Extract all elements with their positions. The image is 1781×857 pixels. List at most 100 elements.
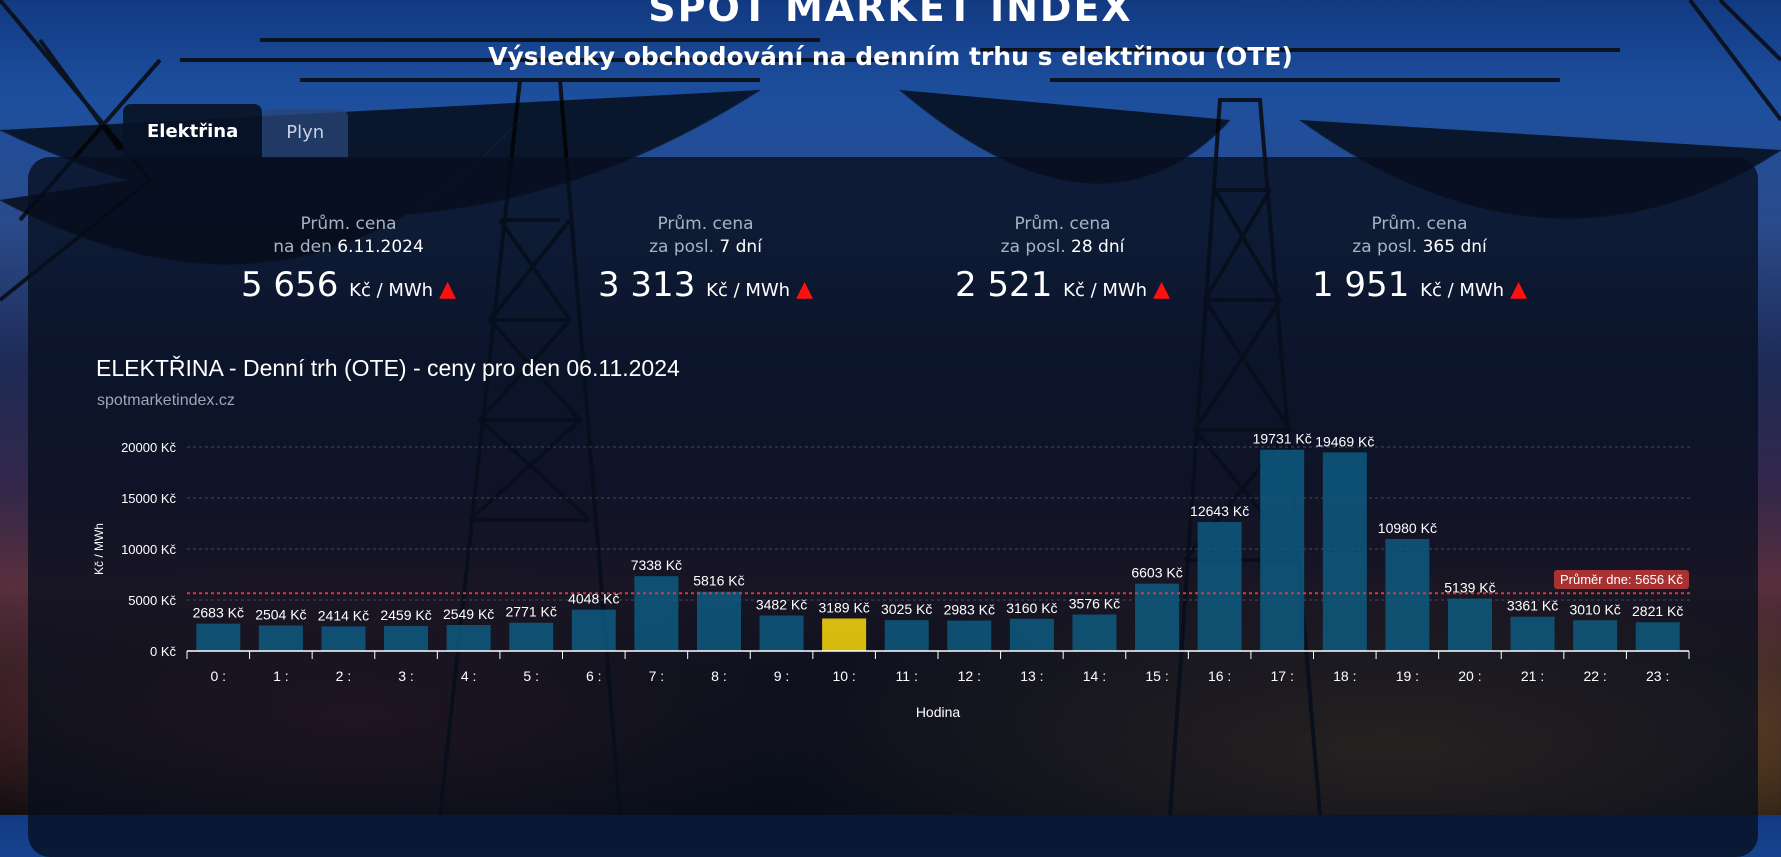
price-stats: Prům. cena na den 6.11.2024 5 656 Kč / M…	[170, 213, 1600, 305]
x-tick-label: 10 :	[832, 668, 855, 684]
site-subtitle: Výsledky obchodování na denním trhu s el…	[488, 42, 1293, 71]
x-tick-label: 0 :	[211, 668, 227, 684]
bar	[384, 625, 429, 651]
stat-period-line: na den 6.11.2024	[170, 236, 527, 259]
x-tick-label: 19 :	[1396, 668, 1419, 684]
stat-unit: Kč / MWh	[1420, 280, 1505, 301]
x-tick-label: 1 :	[273, 668, 289, 684]
y-axis-label: Kč / MWh	[92, 523, 106, 575]
bar	[1510, 616, 1555, 651]
data-label: 2683 Kč	[193, 605, 244, 621]
data-label: 2983 Kč	[944, 602, 995, 618]
data-label: 12643 Kč	[1190, 503, 1249, 519]
x-tick-label: 13 :	[1020, 668, 1043, 684]
data-label: 3361 Kč	[1507, 598, 1558, 614]
x-axis-label: Hodina	[916, 704, 961, 720]
x-tick-label: 3 :	[398, 668, 414, 684]
stat-value: 5 656	[240, 265, 339, 305]
x-tick-label: 5 :	[523, 668, 539, 684]
hourly-price-chart: 0 Kč 5000 Kč 10000 Kč 15000 Kč 20000 Kč Kč / …	[92, 431, 1690, 720]
data-label: 2504 Kč	[255, 606, 306, 622]
stat-7-days: Prům. cena za posl. 7 dní 3 313 Kč / MWh…	[527, 213, 884, 305]
stat-value-line: 2 521 Kč / MWh ▲	[884, 265, 1241, 305]
trend-up-icon: ▲	[796, 277, 814, 302]
stat-period-prefix: na den	[273, 237, 338, 257]
bar	[1385, 539, 1430, 651]
y-tick-label: 20000 Kč	[121, 440, 176, 455]
data-label: 10980 Kč	[1378, 520, 1437, 536]
tab-elektrina[interactable]: Elektřina	[123, 104, 263, 158]
stat-value: 2 521	[954, 265, 1053, 305]
stat-period: 28 dní	[1071, 237, 1125, 257]
data-label: 3160 Kč	[1006, 600, 1057, 616]
trend-up-icon: ▲	[439, 277, 457, 302]
commodity-tabs: Elektřina Plyn	[123, 104, 349, 158]
x-tick-label: 17 :	[1271, 668, 1294, 684]
bar	[1009, 618, 1054, 651]
trend-up-icon: ▲	[1510, 277, 1528, 302]
stat-value-line: 3 313 Kč / MWh ▲	[527, 265, 884, 305]
stat-period-line: za posl. 365 dní	[1241, 236, 1598, 259]
y-tick-label: 5000 Kč	[128, 593, 176, 608]
bar	[634, 576, 679, 651]
bar	[321, 626, 366, 651]
stat-value-line: 1 951 Kč / MWh ▲	[1241, 265, 1598, 305]
x-tick-label: 21 :	[1521, 668, 1544, 684]
data-label: 19469 Kč	[1315, 433, 1374, 449]
data-label: 3482 Kč	[756, 596, 807, 612]
stat-label: Prům. cena	[300, 214, 397, 234]
stat-period-line: za posl. 7 dní	[527, 236, 884, 259]
stat-period-prefix: za posl.	[1352, 237, 1423, 257]
stat-value-line: 5 656 Kč / MWh ▲	[170, 265, 527, 305]
data-label: 2459 Kč	[380, 607, 431, 623]
stat-period-prefix: za posl.	[649, 237, 720, 257]
bar	[446, 625, 491, 651]
x-tick-label: 23 :	[1646, 668, 1669, 684]
bar	[258, 625, 303, 651]
stat-unit: Kč / MWh	[1063, 280, 1148, 301]
stat-period: 6.11.2024	[337, 237, 424, 257]
trend-up-icon: ▲	[1153, 277, 1171, 302]
bar	[696, 591, 741, 651]
stat-28-days: Prům. cena za posl. 28 dní 2 521 Kč / MW…	[884, 213, 1241, 305]
stat-label: Prům. cena	[1371, 214, 1468, 234]
data-label: 19731 Kč	[1253, 431, 1312, 447]
data-label: 2549 Kč	[443, 606, 494, 622]
stat-365-days: Prům. cena za posl. 365 dní 1 951 Kč / M…	[1241, 213, 1598, 305]
data-label: 6603 Kč	[1131, 565, 1182, 581]
y-tick-label: 15000 Kč	[121, 491, 176, 506]
stat-label: Prům. cena	[1014, 214, 1111, 234]
average-label: Průměr dne: 5656 Kč	[1554, 570, 1689, 590]
y-tick-label: 0 Kč	[150, 644, 177, 659]
x-tick-label: 11 :	[896, 668, 918, 684]
data-label: 3576 Kč	[1069, 596, 1120, 612]
x-tick-label: 14 :	[1083, 668, 1106, 684]
x-tick-label: 22 :	[1583, 668, 1606, 684]
bar	[1260, 449, 1305, 651]
bar	[1573, 620, 1618, 651]
site-title: SPOT MARKET INDEX	[648, 0, 1133, 30]
data-label: 3010 Kč	[1569, 601, 1620, 617]
x-tick-label: 8 :	[711, 668, 727, 684]
bar	[1322, 452, 1367, 651]
x-tick-label: 18 :	[1333, 668, 1356, 684]
bar	[1072, 614, 1117, 651]
stat-day: Prům. cena na den 6.11.2024 5 656 Kč / M…	[170, 213, 527, 305]
data-label: 3189 Kč	[818, 599, 869, 615]
data-label: 5816 Kč	[693, 573, 744, 589]
tab-plyn[interactable]: Plyn	[262, 109, 349, 158]
content-panel	[28, 157, 1758, 857]
x-tick-label: 4 :	[461, 668, 477, 684]
data-label: 4048 Kč	[568, 591, 619, 607]
x-tick-label: 9 :	[774, 668, 790, 684]
stat-period: 7 dní	[719, 237, 762, 257]
x-tick-label: 16 :	[1208, 668, 1231, 684]
bar	[947, 620, 992, 651]
stat-value: 1 951	[1311, 265, 1410, 305]
bar	[1635, 622, 1680, 651]
data-label: 3025 Kč	[881, 601, 932, 617]
chart-source: spotmarketindex.cz	[97, 392, 235, 409]
x-tick-label: 20 :	[1458, 668, 1481, 684]
chart-title: ELEKTŘINA - Denní trh (OTE) - ceny pro d…	[96, 355, 680, 381]
bar	[1197, 522, 1242, 651]
